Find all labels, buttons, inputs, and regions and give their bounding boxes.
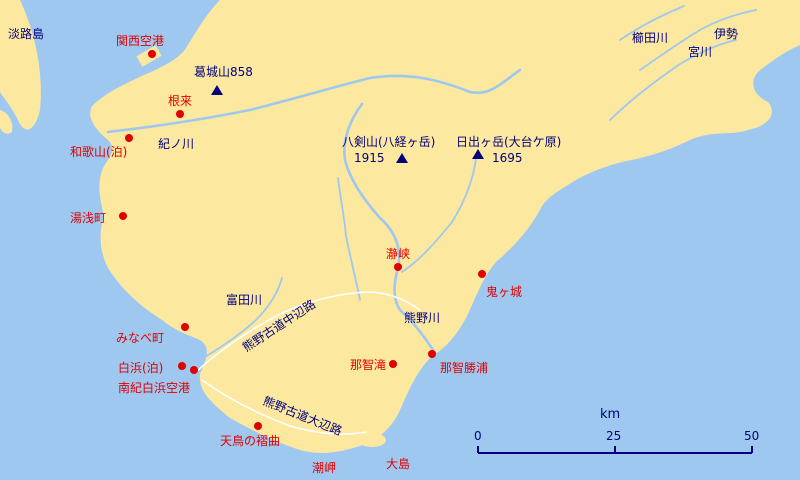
- kushida-river-line: [639, 9, 757, 71]
- scale-tick-50: 50: [744, 429, 759, 443]
- dorokyo-label: 瀞峡: [386, 246, 410, 261]
- oshima-island: [358, 433, 386, 447]
- katsuragi-label: 葛城山858: [194, 65, 253, 79]
- nanki-airport-label: 南紀白浜空港: [118, 380, 190, 395]
- onigajo-label: 鬼ヶ城: [486, 284, 522, 299]
- kumano-river-label: 熊野川: [404, 310, 440, 325]
- scale-unit-label: km: [600, 407, 620, 422]
- tonda-river-label: 富田川: [226, 292, 262, 307]
- oohechi-route: [201, 379, 367, 435]
- dorokyo-marker: [394, 263, 402, 271]
- scale-bar: km 0 25 50: [474, 407, 759, 454]
- nachi-falls-marker: [389, 360, 397, 368]
- yuasa-marker: [119, 212, 127, 220]
- kansai-airport-marker: [148, 50, 156, 58]
- tonda-river-line: [195, 277, 283, 363]
- nakahechi-route: [195, 291, 421, 373]
- kushida-river-label: 櫛田川: [632, 31, 668, 45]
- scale-tick-25: 25: [606, 429, 621, 443]
- kumano-tributary-a: [337, 177, 361, 301]
- nanki-airport-marker: [190, 366, 198, 374]
- wakayama-marker: [125, 134, 133, 142]
- nachi-falls-label: 那智滝: [350, 357, 386, 372]
- nachikatsuura-marker: [428, 350, 436, 358]
- hakkyo-label: 八剣山(八経ヶ岳): [342, 135, 435, 149]
- tenjinzaki-marker: [254, 422, 262, 430]
- scale-tick-0: 0: [474, 429, 482, 443]
- wakayama-label: 和歌山(泊): [70, 144, 127, 159]
- hakkyo-elevation: 1915: [354, 151, 385, 165]
- hakkyo-mountain-icon: [396, 153, 408, 163]
- negoro-label: 根来: [168, 94, 192, 108]
- minabe-marker: [181, 323, 189, 331]
- shirahama-marker: [178, 362, 186, 370]
- shionomisaki-label: 潮岬: [312, 460, 336, 475]
- ise-label: 伊勢: [714, 26, 738, 41]
- hinode-label: 日出ヶ岳(大台ケ原): [456, 134, 561, 149]
- minabe-label: みなべ町: [116, 331, 164, 345]
- onigajo-marker: [478, 270, 486, 278]
- small-island: [0, 110, 13, 134]
- kumano-tributary-b: [401, 157, 477, 273]
- miya-river-label: 宮川: [688, 44, 712, 59]
- kumano-river-line: [343, 102, 442, 362]
- shirahama-label: 白浜(泊): [118, 360, 163, 375]
- awaji-label: 淡路島: [8, 26, 44, 41]
- north-river-line: [619, 5, 685, 41]
- oshima-label: 大島: [386, 456, 410, 471]
- mainland: [90, 0, 800, 453]
- kino-river-line: [106, 68, 522, 134]
- hinode-mountain-icon: [472, 149, 484, 159]
- nachikatsuura-label: 那智勝浦: [440, 360, 488, 375]
- katsuragi-mountain-icon-fill: [211, 85, 223, 95]
- kansai-airport-label: 関西空港: [116, 34, 164, 48]
- kino-river-label: 紀ノ川: [158, 137, 194, 151]
- miya-river-line: [609, 39, 737, 121]
- negoro-marker: [176, 110, 184, 118]
- yuasa-label: 湯浅町: [70, 211, 106, 225]
- awaji-island: [0, 0, 41, 130]
- tenjinzaki-label: 天鳥の褶曲: [220, 433, 280, 448]
- hinode-elevation: 1695: [492, 151, 523, 165]
